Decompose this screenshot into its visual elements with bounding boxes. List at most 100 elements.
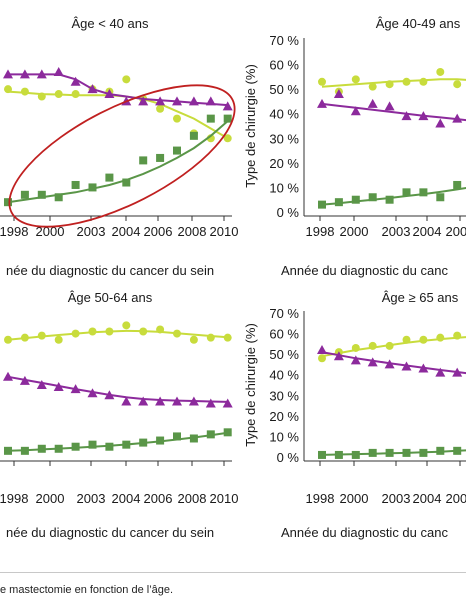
y-tick-label: 0 %: [277, 450, 300, 465]
data-point-circle: [385, 80, 394, 89]
x-tick-label: 2004: [413, 491, 442, 506]
data-point-triangle: [205, 398, 216, 408]
data-point-triangle: [70, 76, 81, 86]
data-point-triangle: [53, 66, 64, 76]
data-point-square: [453, 446, 462, 455]
y-tick-label: 10 %: [269, 180, 299, 195]
data-point-circle: [368, 82, 377, 91]
data-point-triangle: [138, 396, 149, 406]
data-point-triangle: [418, 363, 429, 373]
data-point-triangle: [70, 384, 81, 394]
data-point-triangle: [401, 361, 412, 371]
data-point-triangle: [104, 89, 115, 99]
x-tick-label: 2004: [413, 224, 442, 239]
chart-panel-2: Âge 40-49 ans 70 % 60 % 50 % 40 % 30 % 20 % 10 …: [243, 16, 466, 278]
trend-line: [321, 351, 466, 375]
data-point-circle: [4, 335, 12, 344]
x-tick-label: 2000: [36, 224, 65, 239]
figure-caption: e mastectomie en fonction de l’âge.: [0, 584, 174, 596]
data-point-square: [351, 195, 360, 204]
data-point-square: [223, 428, 232, 437]
series-purple-triangle: [317, 89, 466, 128]
data-point-triangle: [317, 345, 327, 355]
data-point-circle: [37, 92, 46, 101]
data-point-triangle: [3, 69, 13, 79]
data-point-triangle: [19, 375, 30, 385]
x-tick-label: 2006: [446, 224, 466, 239]
data-point-circle: [402, 77, 411, 86]
x-tick-label: 1998: [306, 491, 335, 506]
x-axis-label: Année du diagnostic du canc: [281, 525, 448, 540]
data-point-square: [139, 438, 148, 447]
data-point-triangle: [36, 380, 47, 389]
y-tick-label: 30 %: [269, 131, 299, 146]
data-point-triangle: [350, 106, 361, 116]
data-point-circle: [139, 327, 148, 336]
data-point-triangle: [188, 96, 199, 106]
data-point-square: [351, 450, 360, 459]
data-point-square: [54, 444, 63, 453]
data-point-circle: [37, 331, 46, 340]
x-axis-label: née du diagnostic du cancer du sein: [6, 525, 214, 540]
series-green-square: [318, 180, 466, 209]
chart-panel-3: Âge 50-64 ans 1998 2000 2003 2004 2006 2008 201…: [0, 290, 238, 540]
series-green-square: [4, 428, 232, 455]
y-tick-label: 40 %: [269, 368, 299, 383]
y-tick-label: 30 %: [269, 388, 299, 403]
x-tick-label: 2000: [340, 224, 369, 239]
data-point-square: [122, 440, 131, 449]
data-point-triangle: [222, 398, 233, 408]
data-point-square: [189, 434, 198, 443]
y-tick-label: 60 %: [269, 327, 299, 342]
data-point-square: [88, 440, 97, 449]
data-point-triangle: [87, 388, 98, 398]
x-tick-label: 2000: [340, 491, 369, 506]
data-point-triangle: [418, 111, 429, 121]
data-point-circle: [54, 335, 63, 344]
panel-title: Âge ≥ 65 ans: [382, 290, 459, 305]
x-tick-label: 2003: [77, 491, 106, 506]
data-point-triangle: [333, 351, 344, 361]
data-point-square: [368, 193, 377, 202]
y-tick-label: 50 %: [269, 82, 299, 97]
data-point-square: [436, 446, 445, 455]
data-point-triangle: [138, 96, 149, 106]
data-point-square: [402, 448, 411, 457]
data-point-circle: [318, 354, 326, 363]
data-point-square: [318, 200, 326, 209]
data-point-square: [385, 448, 394, 457]
x-tick-label: 2004: [112, 491, 141, 506]
data-point-square: [368, 448, 377, 457]
data-point-circle: [122, 321, 131, 330]
data-point-circle: [20, 333, 29, 342]
data-point-triangle: [155, 396, 166, 406]
y-tick-label: 10 %: [269, 429, 299, 444]
data-point-triangle: [172, 96, 182, 106]
data-point-square: [71, 180, 80, 189]
data-point-triangle: [452, 367, 463, 377]
data-point-circle: [71, 329, 80, 338]
data-point-square: [334, 450, 343, 459]
data-point-circle: [105, 327, 114, 336]
data-point-circle: [88, 327, 97, 336]
data-point-square: [173, 432, 181, 441]
y-tick-label: 20 %: [269, 156, 299, 171]
data-point-triangle: [87, 84, 98, 94]
panel-title: Âge 40-49 ans: [376, 16, 461, 31]
chart-panel-4: Âge ≥ 65 ans 70 % 60 % 50 % 40 % 30 % 20 % 10 %…: [243, 290, 466, 540]
series-green-square: [4, 114, 232, 207]
y-tick-label: 70 %: [269, 306, 299, 321]
y-tick-label: 50 %: [269, 347, 299, 362]
data-point-circle: [54, 90, 63, 99]
data-point-circle: [20, 87, 29, 96]
x-tick-label: 2003: [382, 491, 411, 506]
data-point-triangle: [205, 96, 216, 106]
data-point-square: [156, 436, 165, 445]
data-point-square: [173, 146, 181, 155]
x-tick-label: 2006: [446, 491, 466, 506]
data-point-square: [105, 173, 114, 182]
data-point-triangle: [384, 101, 395, 111]
data-point-square: [20, 446, 29, 455]
y-tick-label: 0 %: [277, 205, 300, 220]
x-tick-label: 2006: [144, 491, 173, 506]
